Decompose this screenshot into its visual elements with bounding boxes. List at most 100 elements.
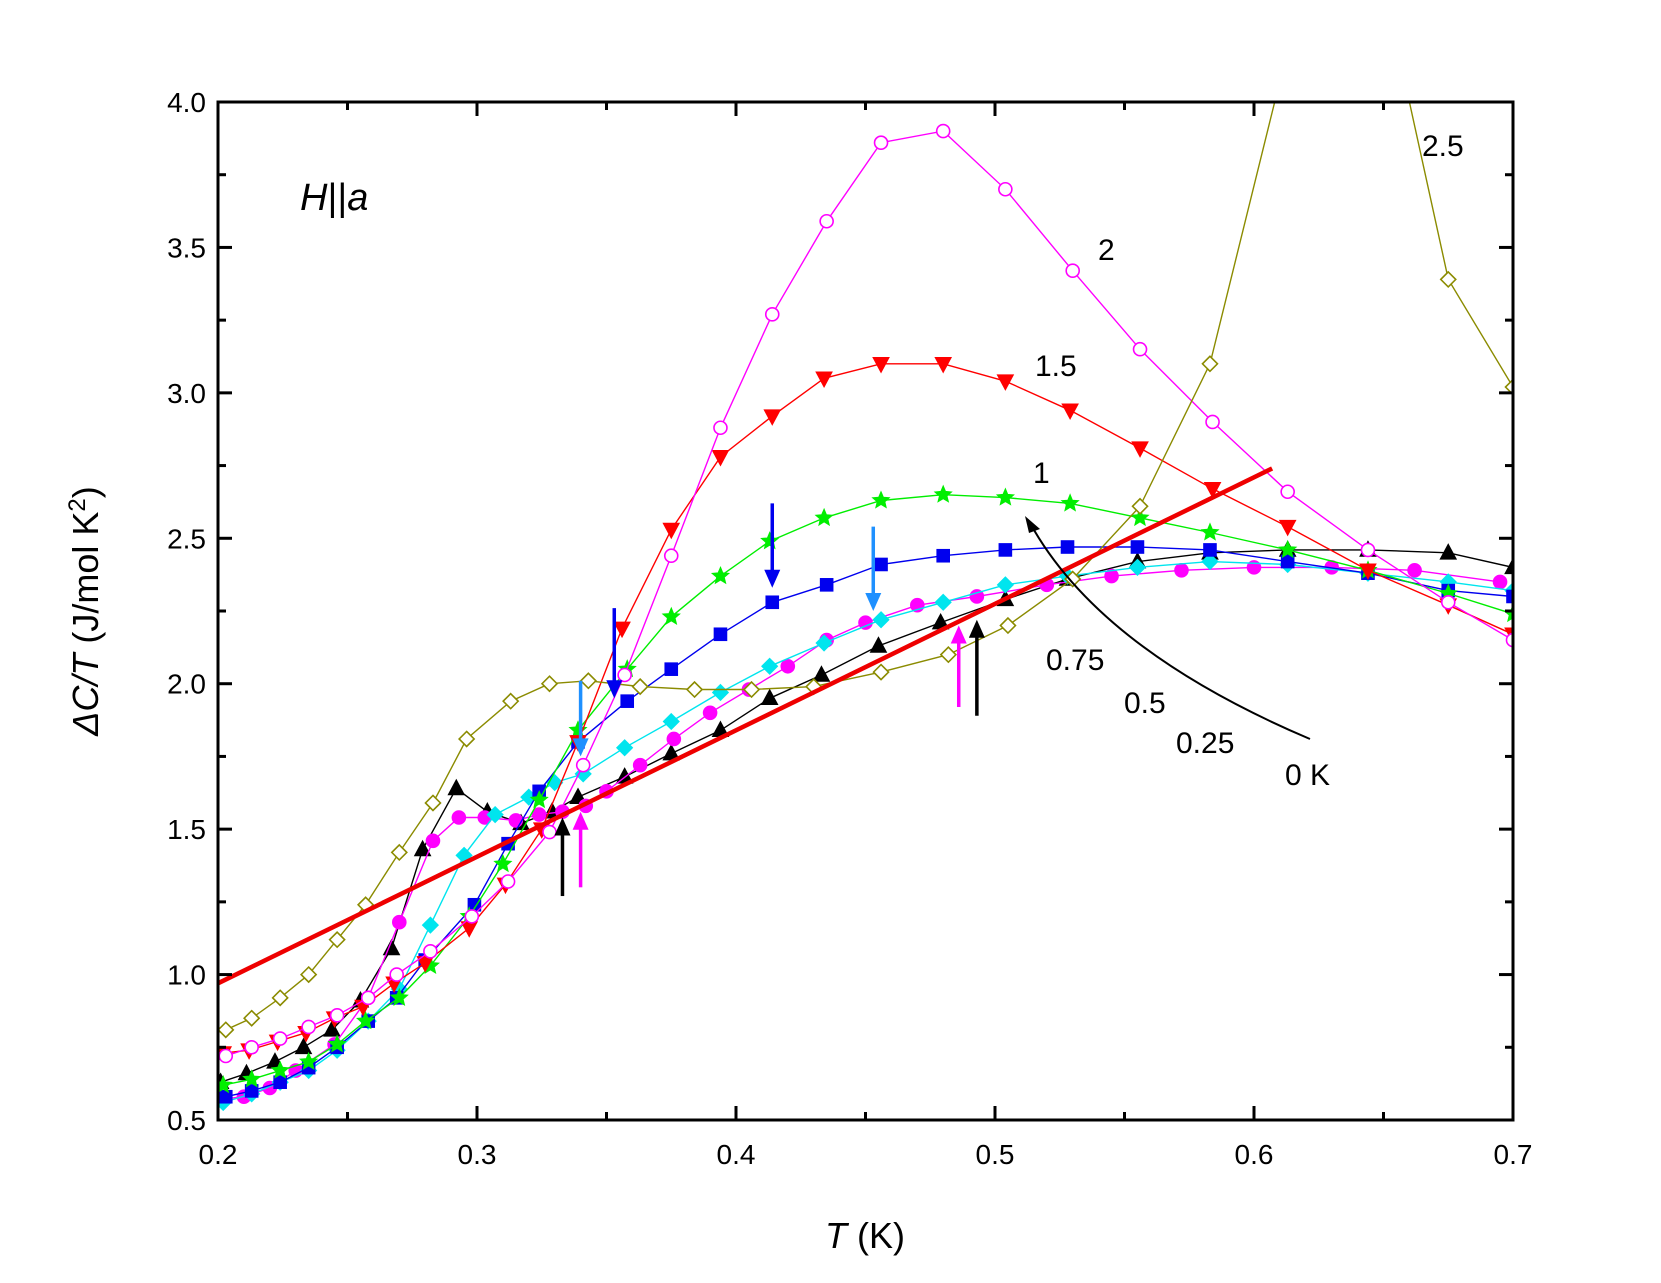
data-point xyxy=(815,634,833,652)
data-point xyxy=(664,662,679,676)
data-point xyxy=(702,705,718,721)
data-point xyxy=(996,576,1014,594)
data-point xyxy=(1060,540,1075,554)
data-point xyxy=(662,522,681,540)
series-line xyxy=(223,363,1513,1054)
transition-arrow xyxy=(950,625,967,707)
data-point xyxy=(1504,378,1513,396)
transition-arrow xyxy=(968,619,985,716)
data-point xyxy=(1278,519,1297,537)
series-line xyxy=(225,102,1513,1031)
data-point xyxy=(615,739,634,757)
data-point xyxy=(662,712,680,731)
data-point xyxy=(464,909,480,924)
data-point xyxy=(327,1034,347,1053)
data-point xyxy=(243,1009,261,1027)
data-point xyxy=(1280,554,1295,569)
series-1-5 xyxy=(218,356,1513,1063)
data-point xyxy=(301,1019,316,1035)
data-point xyxy=(389,967,405,982)
x-axis-title: T (K) xyxy=(825,1215,905,1256)
x-tick-label: 0.7 xyxy=(1494,1139,1533,1170)
label-1-5: 1.5 xyxy=(1035,350,1077,383)
arrow-head xyxy=(572,738,589,757)
arrow-head xyxy=(968,619,985,638)
data-point xyxy=(711,450,730,467)
data-point xyxy=(218,1021,235,1039)
data-point xyxy=(1505,632,1513,648)
data-point xyxy=(815,371,833,389)
label-0-k: 0 K xyxy=(1285,759,1330,792)
arrow-head xyxy=(572,811,589,830)
data-point xyxy=(1201,552,1219,571)
data-point xyxy=(872,611,890,629)
data-point xyxy=(272,1031,288,1046)
field-increase-curved-arrow xyxy=(1029,522,1311,740)
data-point xyxy=(936,548,951,563)
y-tick-label: 0.5 xyxy=(167,1105,206,1136)
data-point xyxy=(1200,522,1220,541)
data-point xyxy=(271,989,289,1007)
data-point xyxy=(872,663,890,681)
data-point xyxy=(617,667,632,683)
data-point xyxy=(1280,484,1295,500)
data-point xyxy=(451,810,467,825)
x-tick-label: 0.5 xyxy=(976,1139,1015,1170)
x-axis-title-symbol: T xyxy=(825,1215,850,1256)
transition-arrows xyxy=(554,503,985,897)
data-point xyxy=(935,123,951,139)
transition-arrow xyxy=(606,608,623,699)
data-point xyxy=(270,1060,290,1079)
data-point xyxy=(711,683,730,702)
data-point xyxy=(1130,540,1145,554)
transition-arrow xyxy=(554,817,571,897)
data-point xyxy=(760,688,779,706)
field-direction-annotation: H||a xyxy=(300,177,368,219)
annotation-axis: a xyxy=(347,177,368,219)
data-point xyxy=(424,794,442,812)
data-point xyxy=(500,874,516,889)
x-axis-title-unit: (K) xyxy=(847,1215,905,1256)
data-point xyxy=(1246,560,1262,575)
data-point xyxy=(502,692,520,710)
data-point xyxy=(529,790,549,809)
data-point xyxy=(242,1069,262,1088)
data-point xyxy=(1440,594,1456,610)
data-point xyxy=(360,990,376,1006)
data-point xyxy=(218,1089,233,1104)
series-2 xyxy=(218,123,1513,1064)
data-point xyxy=(458,730,476,748)
y-axis-title-unit: (J/mol K xyxy=(65,512,106,654)
data-point xyxy=(390,843,408,862)
data-point xyxy=(1201,355,1219,373)
y-tick-label: 2.0 xyxy=(167,669,206,700)
series-line xyxy=(225,546,1513,1098)
data-point xyxy=(218,1048,234,1064)
data-point xyxy=(1174,562,1189,578)
data-point xyxy=(1128,558,1147,577)
data-point xyxy=(631,677,649,696)
data-point xyxy=(531,807,547,822)
data-point xyxy=(244,1084,259,1098)
data-point xyxy=(764,307,780,322)
y-tick-label: 2.5 xyxy=(167,523,206,554)
data-point xyxy=(244,1039,259,1055)
series-line xyxy=(220,549,1513,1083)
data-point xyxy=(1439,543,1458,560)
data-point xyxy=(421,916,440,934)
label-0-75: 0.75 xyxy=(1046,644,1104,677)
fit-line-layer xyxy=(218,466,1274,986)
data-point xyxy=(812,665,831,682)
plot-frame xyxy=(216,100,1515,1122)
data-point xyxy=(1060,493,1080,512)
data-point xyxy=(1132,341,1148,357)
data-point xyxy=(998,181,1013,197)
data-point xyxy=(486,805,504,824)
data-point xyxy=(1065,263,1080,278)
data-point xyxy=(299,1051,319,1071)
data-point xyxy=(1278,539,1298,559)
data-point xyxy=(218,1074,233,1094)
data-point xyxy=(685,680,704,699)
data-point xyxy=(1203,543,1217,557)
